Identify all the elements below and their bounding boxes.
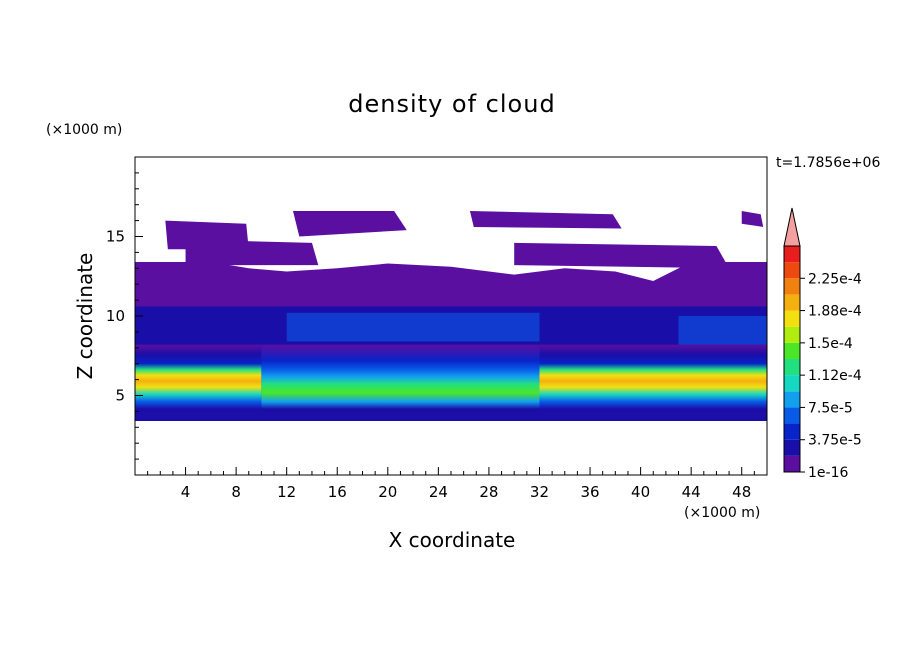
y-tick-label: 5 — [115, 387, 125, 405]
colorbar-swatch — [784, 359, 800, 376]
y-unit-label: (×1000 m) — [46, 122, 122, 138]
colorbar-swatch — [784, 262, 800, 279]
cloud-haze — [286, 312, 540, 342]
x-ticks: 4 8 12 16 20 24 28 32 36 40 44 48 — [147, 467, 755, 501]
x-tick-label: 32 — [530, 483, 549, 501]
cloud-patch-upper — [741, 211, 764, 227]
colorbar-swatch — [784, 423, 800, 440]
cloud-base — [135, 409, 767, 421]
y-ticks: 5 10 15 — [106, 172, 143, 460]
cloud-core-band — [261, 344, 540, 418]
colorbar-swatch — [784, 342, 800, 359]
cloud-patch-upper — [293, 211, 407, 237]
cloud-haze — [678, 316, 767, 345]
time-label: t=1.7856e+06 — [776, 155, 880, 171]
cloud-core-band — [135, 344, 262, 418]
colorbar-swatch — [784, 455, 800, 472]
x-tick-label: 16 — [328, 483, 347, 501]
colorbar-swatch — [784, 326, 800, 343]
colorbar-extend-arrow — [783, 207, 801, 247]
y-axis-label: Z coordinate — [73, 253, 97, 380]
cloud-patch-upper — [185, 239, 319, 266]
colorbar-label: 2.25e-4 — [808, 271, 862, 287]
colorbar: 1e-16 3.75e-5 7.5e-5 1.12e-4 1.5e-4 1.88e-4 2.… — [783, 207, 862, 481]
x-tick-label: 28 — [479, 483, 498, 501]
plot-frame — [134, 156, 768, 476]
colorbar-swatch — [784, 407, 800, 424]
colorbar-label: 7.5e-5 — [808, 400, 853, 416]
y-tick-label: 15 — [106, 228, 125, 246]
colorbar-swatch — [784, 391, 800, 408]
x-tick-label: 44 — [682, 483, 701, 501]
x-tick-label: 36 — [580, 483, 599, 501]
x-tick-label: 40 — [631, 483, 650, 501]
y-tick-label: 10 — [106, 307, 125, 325]
x-unit-label: (×1000 m) — [684, 505, 760, 521]
x-tick-label: 12 — [277, 483, 296, 501]
colorbar-swatch — [784, 294, 800, 311]
cloud-patch-upper — [514, 242, 730, 269]
x-tick-label: 4 — [181, 483, 191, 501]
chart-title: density of cloud — [348, 90, 555, 118]
plot-area — [135, 211, 767, 421]
colorbar-swatch — [784, 375, 800, 392]
colorbar-label: 1.5e-4 — [808, 336, 853, 352]
x-axis-label: X coordinate — [389, 528, 516, 552]
colorbar-label: 1.12e-4 — [808, 368, 862, 384]
cloud-core-band — [539, 344, 767, 418]
colorbar-swatch — [784, 439, 800, 456]
x-tick-label: 24 — [429, 483, 448, 501]
colorbar-swatch — [784, 246, 800, 263]
colorbar-label: 3.75e-5 — [808, 433, 862, 449]
cloud-patch-upper — [469, 211, 622, 229]
x-tick-label: 48 — [732, 483, 751, 501]
colorbar-label: 1e-16 — [808, 465, 848, 481]
x-tick-label: 20 — [378, 483, 397, 501]
colorbar-label: 1.88e-4 — [808, 304, 862, 320]
x-tick-label: 8 — [231, 483, 241, 501]
colorbar-swatch — [784, 278, 800, 295]
colorbar-swatch — [784, 310, 800, 327]
